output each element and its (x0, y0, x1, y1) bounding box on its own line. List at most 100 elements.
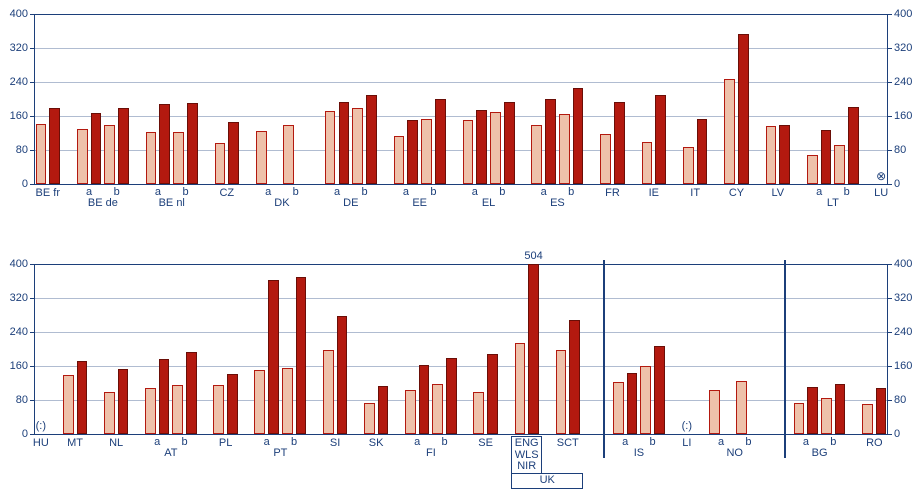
sublabel: b (499, 186, 505, 198)
category-label: RO (866, 438, 883, 450)
bar-light (77, 129, 88, 184)
bar-light (766, 126, 777, 184)
group-BE-de (75, 14, 130, 184)
bar-dark (738, 34, 749, 184)
bar-light (736, 381, 747, 434)
ytick-left: 320 (10, 292, 34, 304)
group-LT (805, 14, 860, 184)
sublabel: b (293, 186, 299, 198)
ytick-left: 240 (10, 76, 34, 88)
ytick-right: 0 (888, 428, 900, 440)
bar-light (463, 120, 474, 184)
bar-dark (268, 280, 279, 434)
gridline (34, 434, 888, 435)
bar-light (490, 112, 501, 184)
group-EE (392, 14, 447, 184)
sublabel: b (291, 436, 297, 448)
sublabel: b (844, 186, 850, 198)
group-PT (253, 264, 308, 434)
glyph: ⊗ (876, 169, 886, 183)
group-AT (143, 264, 198, 434)
group-SI (321, 264, 348, 434)
group-EL (461, 14, 516, 184)
sublabel: a (264, 436, 270, 448)
bar-dark (91, 113, 102, 184)
bar-dark (366, 95, 377, 184)
bar-dark (807, 387, 818, 434)
bar-dark (614, 102, 625, 184)
bar-overflow-label: 504 (524, 250, 542, 262)
separator (603, 260, 605, 458)
sublabel: b (181, 436, 187, 448)
sublabel: a (154, 436, 160, 448)
sublabel: a (472, 186, 478, 198)
bar-light (709, 390, 720, 434)
group-HU (34, 264, 48, 434)
ytick-left: 160 (10, 110, 34, 122)
bar-dark (487, 354, 498, 434)
group-BG (792, 264, 847, 434)
category-label: LV (771, 188, 784, 200)
group-NO (707, 264, 762, 434)
bar-dark (835, 384, 846, 434)
group-LV (764, 14, 792, 184)
group-IS (612, 264, 667, 434)
bar-light (515, 343, 526, 434)
sublabel: a (265, 186, 271, 198)
group-LU: ⊗ (874, 14, 888, 184)
ytick-right: 320 (888, 292, 912, 304)
category-label: CY (729, 188, 744, 200)
category-label: LT (827, 198, 839, 210)
bar-light (254, 370, 265, 434)
bar-dark (627, 373, 638, 434)
category-label: ES (550, 198, 565, 210)
bar-light (559, 114, 570, 184)
category-label: FI (426, 448, 436, 460)
note: (:) (36, 420, 46, 432)
ytick-left: 400 (10, 258, 34, 270)
bar-light (473, 392, 484, 435)
bar-dark (697, 119, 708, 184)
bar-dark (573, 88, 584, 184)
ytick-right: 0 (888, 178, 900, 190)
bar-light (640, 366, 651, 434)
category-label: MT (67, 438, 83, 450)
sublabel: a (718, 436, 724, 448)
sublabel: a (414, 436, 420, 448)
sublabel: a (334, 186, 340, 198)
bar-dark (476, 110, 487, 184)
group-IT (681, 14, 709, 184)
bar-light (531, 125, 542, 185)
bar-light (104, 125, 115, 184)
category-label: IE (649, 188, 659, 200)
category-label: PT (273, 448, 287, 460)
separator (784, 260, 786, 458)
bar-dark (419, 365, 430, 434)
bar-light (36, 124, 47, 184)
category-label: BE de (88, 198, 118, 210)
ytick-left: 400 (10, 8, 34, 20)
sublabel: a (541, 186, 547, 198)
category-label: SCT (557, 438, 579, 450)
category-label: NL (109, 438, 123, 450)
category-label: BE nl (159, 198, 185, 210)
group-MT (61, 264, 88, 434)
group-BE-nl (144, 14, 199, 184)
ytick-right: 160 (888, 110, 912, 122)
bar-light (821, 398, 832, 434)
bar-dark (654, 346, 665, 434)
group-CZ (213, 14, 241, 184)
group-SCT (554, 264, 581, 434)
group-DE (323, 14, 378, 184)
ytick-left: 80 (16, 144, 34, 156)
category-label: SK (369, 438, 384, 450)
bar-dark (118, 369, 129, 434)
bar-light (283, 125, 294, 184)
bar-light (556, 350, 567, 434)
bar-light (146, 132, 157, 184)
bar-dark (296, 277, 307, 434)
category-label: IS (634, 448, 644, 460)
category-label: IT (690, 188, 700, 200)
ytick-left: 80 (16, 394, 34, 406)
bar-light (794, 403, 805, 434)
